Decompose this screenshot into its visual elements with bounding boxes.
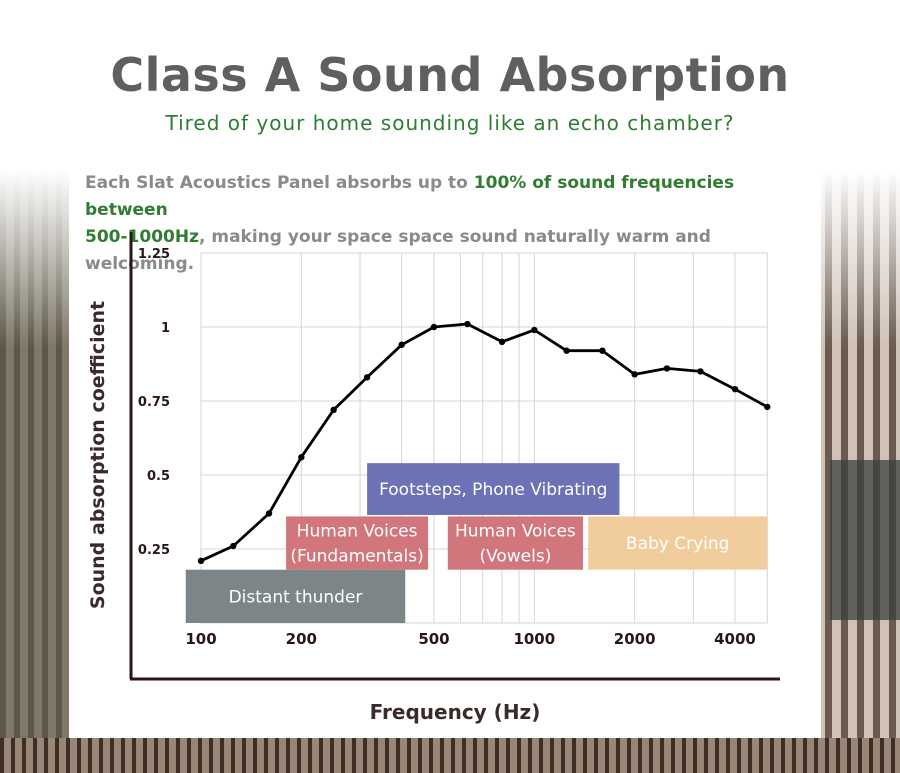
axes bbox=[129, 232, 780, 681]
data-point-0-16 bbox=[731, 385, 739, 393]
frequency-annotations: Footsteps, Phone Vibrating Human Voices (F… bbox=[185, 463, 768, 623]
description-highlight-2: 500-1000Hz bbox=[85, 227, 199, 247]
y-axis-label: Sound absorption coefficient bbox=[87, 301, 109, 609]
annotation-box-1 bbox=[286, 516, 429, 570]
annotation-label-2-0: Human Voices bbox=[455, 522, 576, 542]
description-highlight-1: 100% of sound frequencies between bbox=[85, 173, 735, 220]
y-tick-label-1: 0.5 bbox=[147, 469, 170, 484]
page-title: Class A Sound Absorption bbox=[110, 48, 790, 102]
data-point-0-15 bbox=[697, 368, 704, 375]
annotation-label-3-0: Baby Crying bbox=[626, 534, 730, 554]
annotation-label-2-1: (Vowels) bbox=[479, 547, 551, 567]
annotation-label-1-0: Human Voices bbox=[297, 522, 418, 542]
x-tick-label-1: 200 bbox=[286, 630, 317, 648]
x-tick-label-5: 4000 bbox=[714, 630, 756, 648]
data-point-0-13 bbox=[631, 371, 638, 378]
annotation-box-0 bbox=[367, 463, 620, 515]
x-tick-label-0: 100 bbox=[185, 630, 216, 648]
data-point-0-7 bbox=[430, 323, 438, 331]
description-part-1: Each Slat Acoustics Panel absorbs up to bbox=[85, 173, 474, 193]
data-point-0-1 bbox=[230, 542, 237, 550]
data-point-0-4 bbox=[330, 406, 337, 414]
data-point-0-14 bbox=[663, 365, 671, 372]
y-tick-label-4: 1.25 bbox=[138, 247, 170, 262]
annotation-box-4 bbox=[185, 569, 406, 623]
data-point-0-5 bbox=[363, 374, 371, 381]
data-point-0-10 bbox=[531, 326, 538, 334]
data-series bbox=[197, 320, 771, 565]
description-part-2: , making your space space sound naturall… bbox=[85, 227, 711, 274]
description-text: Each Slat Acoustics Panel absorbs up to … bbox=[85, 170, 815, 278]
data-point-0-8 bbox=[464, 320, 471, 328]
series-line-0 bbox=[200, 322, 768, 563]
annotation-label-0-0: Footsteps, Phone Vibrating bbox=[379, 480, 607, 500]
annotation-box-3 bbox=[588, 516, 768, 570]
annotation-label-1-1: (Fundamentals) bbox=[290, 547, 423, 567]
annotation-label-4-0: Distant thunder bbox=[229, 587, 363, 607]
data-point-0-0 bbox=[197, 557, 205, 565]
y-tick-label-0: 0.25 bbox=[138, 543, 170, 558]
data-point-0-12 bbox=[599, 347, 606, 354]
annotation-box-2 bbox=[447, 516, 584, 570]
y-tick-label-3: 1 bbox=[161, 321, 170, 336]
data-point-0-17 bbox=[764, 403, 771, 411]
x-tick-label-3: 1000 bbox=[513, 630, 555, 648]
data-point-0-3 bbox=[298, 454, 305, 461]
y-tick-label-2: 0.75 bbox=[138, 395, 170, 410]
tick-labels: 0.25 0.5 0.75 1 1.25 100 200 500 1000 2000 4000 bbox=[138, 247, 756, 648]
data-point-0-9 bbox=[498, 338, 506, 345]
page-subtitle: Tired of your home sounding like an echo… bbox=[165, 111, 735, 135]
x-axis-label: Frequency (Hz) bbox=[370, 700, 541, 724]
data-point-0-6 bbox=[398, 341, 405, 348]
data-point-0-2 bbox=[265, 510, 273, 517]
data-point-0-11 bbox=[563, 347, 570, 354]
x-tick-label-2: 500 bbox=[418, 630, 449, 648]
x-tick-label-4: 2000 bbox=[614, 630, 656, 648]
chart-panel bbox=[69, 161, 821, 738]
